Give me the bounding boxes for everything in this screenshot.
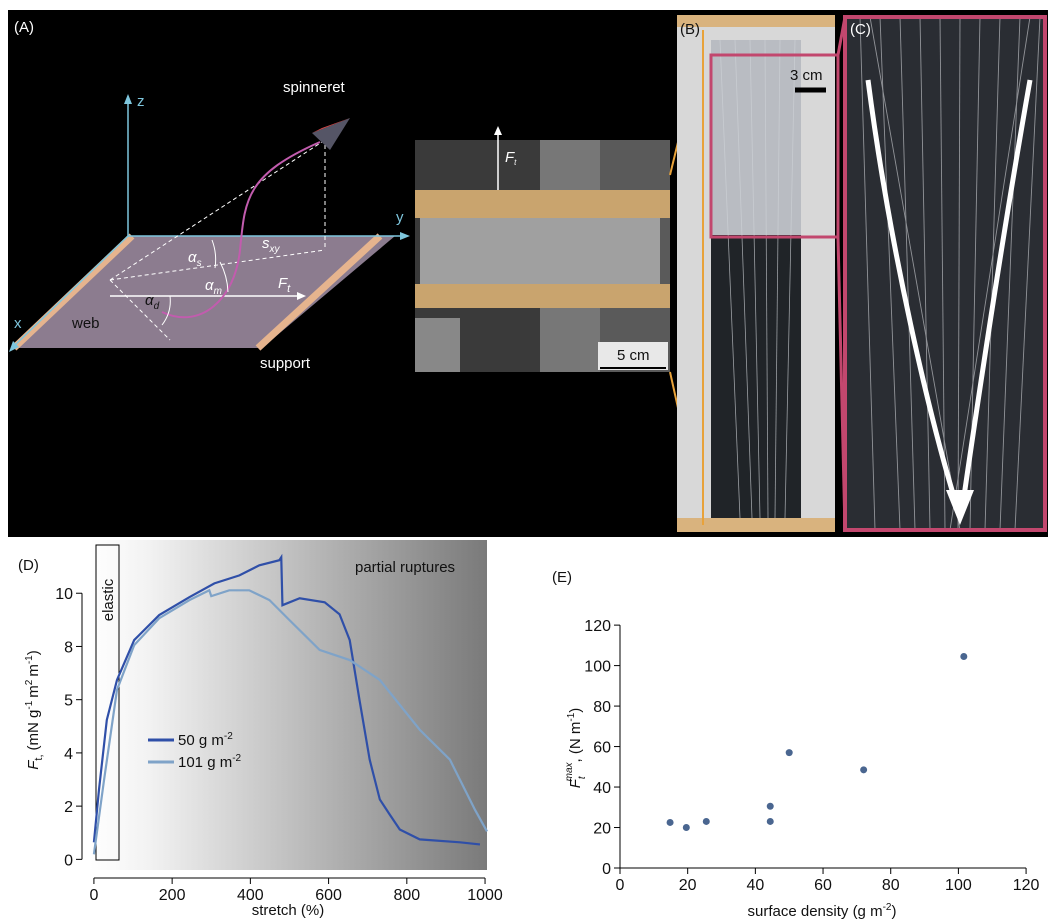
web-upper <box>711 40 801 235</box>
data-point <box>767 818 774 825</box>
y-tick-label: 40 <box>593 780 611 797</box>
spinneret-label: spinneret <box>283 79 346 96</box>
x-tick-label: 60 <box>814 877 832 894</box>
web-label: web <box>71 315 100 332</box>
scale-label: 5 cm <box>617 347 650 364</box>
x-tick-label: 0 <box>616 877 625 894</box>
y-tick-label: 4 <box>64 746 73 763</box>
y-tick-label: 100 <box>584 659 611 676</box>
plot-background <box>90 540 487 870</box>
y-tick-label: 120 <box>584 618 611 635</box>
x-tick-label: 100 <box>945 877 972 894</box>
panel-e: (E) surface density (g m-2) Ftmax, (N m-… <box>552 569 1040 920</box>
data-point <box>860 766 867 773</box>
tape-band <box>677 15 835 27</box>
x-tick-label: 40 <box>746 877 764 894</box>
y-tick-label: 8 <box>64 639 73 656</box>
axis-name: y <box>396 209 404 226</box>
panel-d: elastic partial ruptures (D) stretch (%)… <box>18 540 503 919</box>
photo-region <box>415 318 460 372</box>
legend-label: 101 g m-2 <box>178 753 242 771</box>
x-tick-label: 400 <box>237 887 264 904</box>
y-tick-label: 80 <box>593 699 611 716</box>
figure: (A) z y x spinneret web support sxy αs α… <box>0 0 1048 921</box>
data-point <box>703 818 710 825</box>
panel-c: (C) <box>845 17 1045 530</box>
web-sample <box>420 218 660 284</box>
x-tick-label: 120 <box>1013 877 1040 894</box>
tape-band <box>415 284 670 308</box>
x-tick-label: 1000 <box>467 887 503 904</box>
y-tick-label: 20 <box>593 821 611 838</box>
panel-label: (A) <box>14 19 34 36</box>
axis-name: x <box>14 315 22 332</box>
y-tick-label: 5 <box>64 693 73 710</box>
annotation: elastic <box>100 578 117 621</box>
annotation: partial ruptures <box>355 559 455 576</box>
data-point <box>786 749 793 756</box>
x-tick-label: 800 <box>393 887 420 904</box>
tape-band <box>677 518 835 532</box>
y-axis-label: Ftmax, (N m-1) <box>564 708 588 789</box>
data-point <box>667 819 674 826</box>
x-tick-label: 200 <box>159 887 186 904</box>
x-axis-label: stretch (%) <box>252 902 325 919</box>
panel-label: (D) <box>18 557 39 574</box>
y-tick-label: 60 <box>593 740 611 757</box>
y-tick-label: 10 <box>55 586 73 603</box>
y-axis-label: Ft,(mN g-1m2m-1) <box>24 650 45 770</box>
tape-band <box>415 190 670 218</box>
data-point <box>683 824 690 831</box>
scale-label: 3 cm <box>790 67 823 84</box>
web-lower <box>711 235 801 518</box>
data-point <box>960 653 967 660</box>
panel-label: (E) <box>552 569 572 586</box>
x-axis-label: surface density (g m-2) <box>748 902 897 920</box>
data-point <box>767 803 774 810</box>
panel-b: (B) 3 cm <box>677 15 845 532</box>
panel-label: (B) <box>680 21 700 38</box>
x-tick-label: 0 <box>89 887 98 904</box>
x-tick-label: 20 <box>679 877 697 894</box>
axis-name: z <box>137 93 145 110</box>
x-tick-label: 80 <box>882 877 900 894</box>
y-tick-label: 0 <box>64 852 73 869</box>
x-tick-label: 600 <box>315 887 342 904</box>
panel-label: (C) <box>850 21 871 38</box>
zoom-photo <box>845 17 1045 530</box>
y-tick-label: 2 <box>64 799 73 816</box>
support-label: support <box>260 355 311 372</box>
y-tick-label: 0 <box>602 861 611 878</box>
